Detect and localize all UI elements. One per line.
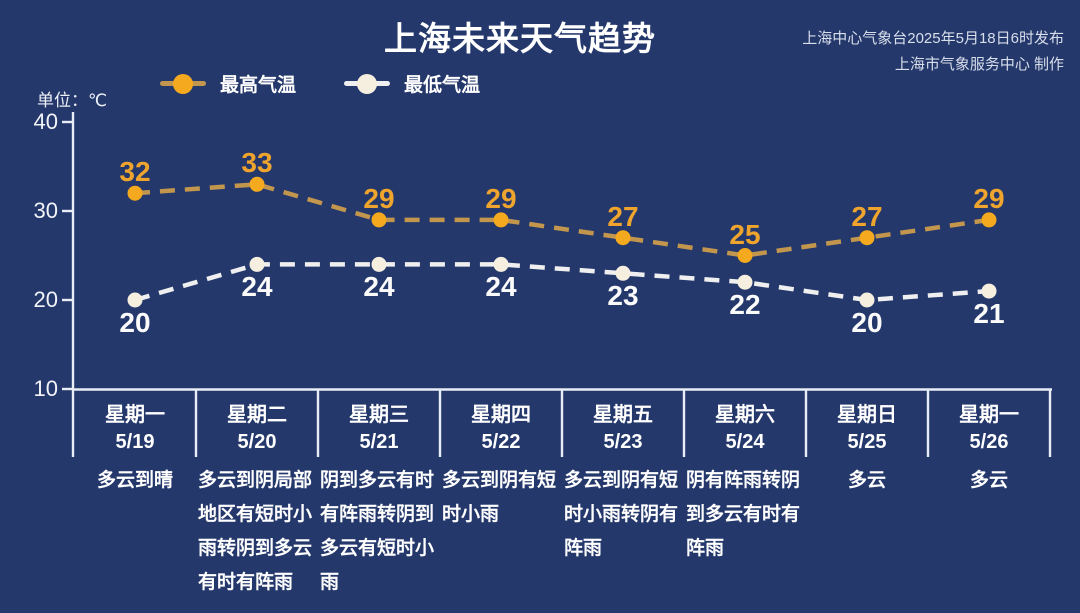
legend-label-low: 最低气温 — [404, 75, 481, 96]
high-temp-value: 33 — [241, 147, 273, 179]
page-title: 上海未来天气趋势 — [384, 20, 656, 57]
high-temp-value: 25 — [729, 218, 761, 250]
weather-description: 多云 — [806, 464, 928, 498]
day-column: 星期日 5/25 多云 — [806, 390, 928, 498]
high-temp-value: 27 — [607, 200, 639, 232]
weather-description-text: 多云 — [847, 470, 886, 491]
day-column: 星期五 5/23 多云到阴有短时小雨转阴有阵雨 — [562, 390, 684, 566]
weekday-label: 星期五 — [593, 404, 653, 426]
high-temp-point — [737, 248, 753, 263]
weather-description-text: 多云到阴局部地区有短时小雨转阴到多云有时有阵雨 — [198, 470, 313, 593]
date-label: 5/25 — [847, 431, 887, 453]
unit-label: 单位：℃ — [37, 91, 108, 110]
low-temp-value: 24 — [363, 271, 395, 303]
weekday-label: 星期一 — [959, 404, 1019, 426]
weekday-label: 星期一 — [105, 404, 165, 426]
y-axis-tick-label: 40 — [33, 109, 58, 134]
high-temp-marker-icon — [160, 73, 206, 95]
low-temp-value: 20 — [851, 307, 883, 338]
publisher-info: 上海中心气象台2025年5月18日6时发布 上海市气象服务中心 制作 — [802, 26, 1064, 78]
high-temp-value: 27 — [851, 200, 883, 232]
weather-description: 阴到多云有时有阵雨转阴到多云有短时小雨 — [318, 464, 440, 600]
high-temp-line — [134, 182, 990, 258]
date-label: 5/26 — [969, 431, 1009, 453]
weather-description: 阴有阵雨转阴到多云有时有阵雨 — [684, 464, 806, 566]
date-label: 5/23 — [603, 431, 643, 453]
date-label: 5/24 — [725, 431, 765, 453]
date-label: 5/21 — [359, 431, 399, 453]
legend-item-low-temp: 最低气温 — [344, 70, 480, 97]
weather-description-text: 多云 — [969, 470, 1008, 491]
y-axis-tick-label: 10 — [33, 376, 58, 401]
weather-description: 多云到晴 — [74, 464, 196, 498]
high-temp-value: 29 — [485, 182, 517, 214]
weather-description-text: 多云到阴有短时小雨转阴有阵雨 — [564, 470, 679, 559]
low-temp-point — [493, 256, 509, 272]
high-temp-point — [859, 230, 875, 246]
day-column: 星期一 5/26 多云 — [928, 390, 1050, 498]
y-axis-tick-label: 20 — [33, 287, 58, 312]
legend-label-high: 最高气温 — [220, 75, 297, 96]
day-column: 星期三 5/21 阴到多云有时有阵雨转阴到多云有短时小雨 — [318, 390, 440, 600]
day-column: 星期六 5/24 阴有阵雨转阴到多云有时有阵雨 — [684, 390, 806, 566]
low-temp-marker-icon — [344, 73, 391, 95]
weekday-label: 星期六 — [715, 404, 775, 426]
weekday-label: 星期三 — [349, 404, 409, 426]
low-temp-value: 21 — [973, 298, 1005, 330]
high-temp-point — [615, 230, 631, 246]
legend-item-high-temp: 最高气温 — [160, 70, 296, 97]
day-column: 星期二 5/20 多云到阴局部地区有短时小雨转阴到多云有时有阵雨 — [196, 390, 318, 600]
publisher-line1: 上海中心气象台2025年5月18日6时发布 — [802, 30, 1064, 47]
weather-description: 多云 — [928, 464, 1050, 498]
date-label: 5/19 — [115, 431, 155, 453]
high-temp-point — [493, 212, 509, 228]
low-temp-point — [249, 256, 265, 272]
low-temp-line — [134, 262, 990, 303]
date-label: 5/20 — [237, 431, 277, 453]
high-temp-value: 29 — [973, 182, 1005, 214]
weekday-label: 星期四 — [471, 404, 531, 426]
low-temp-point — [127, 292, 143, 308]
high-temp-point — [371, 212, 387, 228]
high-temp-value: 32 — [119, 156, 151, 188]
weekday-label: 星期日 — [837, 404, 897, 426]
low-temp-value: 23 — [607, 280, 639, 312]
low-temp-value: 20 — [119, 307, 151, 338]
date-label: 5/22 — [481, 431, 521, 453]
day-column: 星期一 5/19 多云到晴 — [74, 390, 196, 498]
day-column: 星期四 5/22 多云到阴有短时小雨 — [440, 390, 562, 532]
low-temp-value: 24 — [241, 271, 273, 303]
low-temp-point — [859, 292, 875, 308]
low-temp-value: 22 — [729, 289, 761, 321]
low-temp-value: 24 — [485, 271, 517, 303]
low-temp-point — [371, 256, 387, 272]
weekday-label: 星期二 — [227, 404, 287, 426]
weather-description-text: 阴到多云有时有阵雨转阴到多云有短时小雨 — [320, 470, 435, 593]
weather-description: 多云到阴局部地区有短时小雨转阴到多云有时有阵雨 — [196, 464, 318, 600]
y-axis-tick-label: 30 — [33, 198, 58, 223]
weather-description-text: 多云到晴 — [96, 470, 173, 491]
weather-description-text: 多云到阴有短时小雨 — [442, 470, 557, 525]
high-temp-point — [981, 212, 997, 228]
high-temp-point — [249, 176, 265, 192]
high-temp-point — [127, 185, 143, 201]
chart-legend: 最高气温 最低气温 — [160, 70, 480, 97]
weather-description: 多云到阴有短时小雨 — [440, 464, 562, 532]
weather-description-text: 阴有阵雨转阴到多云有时有阵雨 — [686, 470, 801, 559]
publisher-line2: 上海市气象服务中心 制作 — [894, 56, 1064, 73]
low-temp-point — [615, 265, 631, 281]
high-temp-value: 29 — [363, 182, 395, 214]
weather-description: 多云到阴有短时小雨转阴有阵雨 — [562, 464, 684, 566]
low-temp-point — [981, 283, 997, 299]
low-temp-point — [737, 274, 753, 290]
